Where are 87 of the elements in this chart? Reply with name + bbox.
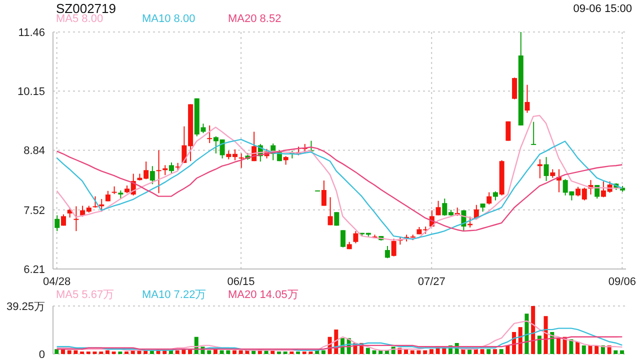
bar <box>588 345 592 354</box>
bar <box>410 350 414 354</box>
bar <box>54 349 59 354</box>
bar <box>74 350 78 354</box>
text: MA20 8.52 <box>228 13 282 26</box>
line-series <box>56 146 623 232</box>
candlestick <box>512 77 518 100</box>
bar <box>416 350 421 354</box>
candlestick <box>531 121 536 145</box>
x-tick-label: 09/06 <box>608 276 636 288</box>
text: MA10 7.22万 <box>142 289 208 302</box>
candlestick <box>436 200 441 216</box>
bar <box>232 350 237 354</box>
bar <box>556 338 560 354</box>
chart-title: SZ002719 <box>56 1 116 16</box>
bar <box>220 350 224 354</box>
y-tick-label: 7.52 <box>24 204 45 217</box>
text: MA10 8.00 <box>142 13 196 26</box>
bar <box>175 350 180 354</box>
bar <box>67 350 72 354</box>
text: MA20 14.05万 <box>228 289 300 302</box>
candlestick <box>168 162 174 174</box>
candlestick <box>156 150 162 194</box>
text: 09-06 15:00 <box>573 3 632 15</box>
bar <box>492 349 497 354</box>
candlestick <box>334 212 340 226</box>
bar <box>60 349 65 354</box>
candlestick <box>321 180 326 206</box>
y-tick-label: 8.84 <box>24 145 45 158</box>
bar <box>499 349 504 354</box>
bar <box>226 350 230 354</box>
bar <box>366 348 370 354</box>
text: MA5 8.00 <box>56 13 104 26</box>
candlestick <box>150 166 155 185</box>
y-tick-label: 0 <box>38 348 45 360</box>
bar <box>105 350 110 354</box>
y-tick-label: 39.25万 <box>6 300 45 313</box>
bar <box>207 350 212 354</box>
candlestick <box>384 245 390 259</box>
bar <box>429 349 434 354</box>
bar <box>486 349 491 354</box>
candlestick <box>99 198 104 212</box>
candlestick <box>340 230 346 248</box>
bar <box>474 349 478 354</box>
bar <box>594 345 599 354</box>
bar <box>537 336 542 354</box>
bar <box>531 306 536 354</box>
candlestick <box>328 196 333 226</box>
bar <box>480 349 484 354</box>
candlestick <box>54 214 60 232</box>
bar <box>213 349 218 354</box>
candlestick <box>486 192 492 205</box>
bar <box>423 350 428 354</box>
bar <box>372 350 376 354</box>
y-tick-label: 10.15 <box>17 86 45 98</box>
line-series <box>56 336 623 350</box>
candlestick <box>506 120 511 142</box>
bar <box>614 350 618 354</box>
bar <box>576 342 580 354</box>
x-tick-label: 06/15 <box>227 276 255 288</box>
y-tick-label: 6.21 <box>24 264 45 276</box>
candlestick <box>353 230 358 244</box>
bar <box>182 349 186 354</box>
bar <box>404 349 408 354</box>
candlestick <box>207 124 212 144</box>
bar <box>321 350 326 354</box>
candlestick <box>524 84 530 114</box>
candlestick <box>92 196 98 208</box>
bar <box>582 345 586 354</box>
candlestick <box>74 206 79 232</box>
bar <box>569 339 574 354</box>
bar <box>544 316 548 354</box>
x-tick-label: 07/27 <box>418 276 446 288</box>
candlestick <box>105 190 110 202</box>
y-tick-label: 11.46 <box>18 26 45 39</box>
bar <box>620 350 624 354</box>
candlestick <box>238 152 244 168</box>
bar <box>518 327 522 354</box>
x-tick-label: 04/28 <box>43 276 71 288</box>
candlestick <box>391 238 396 257</box>
candlestick <box>544 156 549 182</box>
bar <box>506 345 510 354</box>
text: MA5 5.67万 <box>56 289 116 302</box>
candlestick <box>492 190 498 201</box>
bar <box>238 350 243 354</box>
bar <box>524 314 529 354</box>
bar <box>188 349 192 354</box>
